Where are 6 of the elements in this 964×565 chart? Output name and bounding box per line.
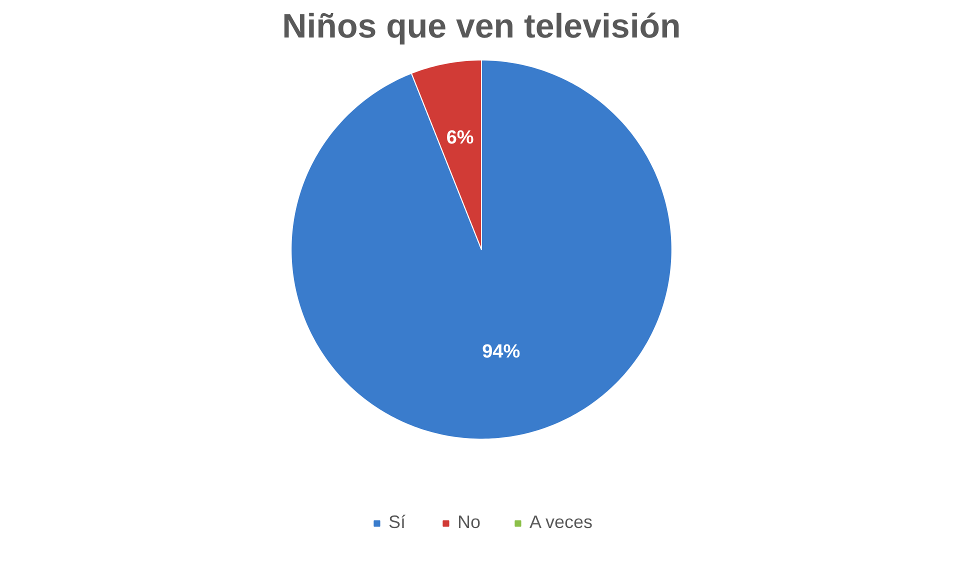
legend-label: A veces [529,512,593,533]
legend-label: Sí [388,512,406,533]
legend-label: No [457,512,480,533]
data-label: 6% [446,127,474,148]
chart-title: Niños que ven televisión [282,8,681,46]
data-label: 94% [482,342,520,363]
